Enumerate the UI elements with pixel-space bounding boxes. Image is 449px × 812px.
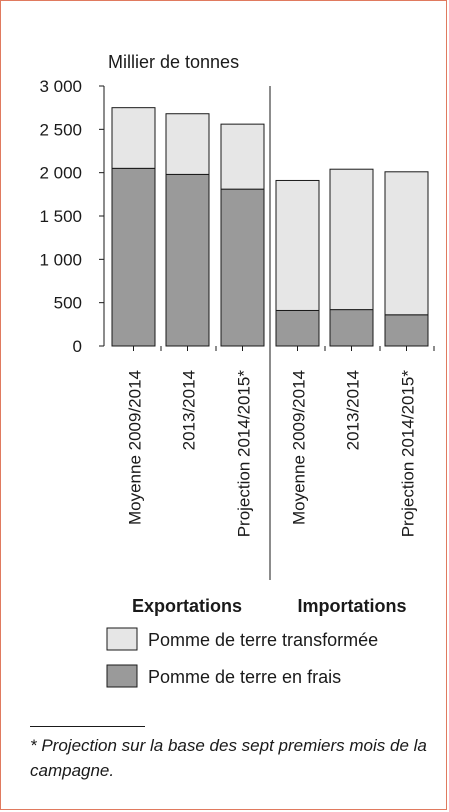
- legend-label: Pomme de terre transformée: [148, 630, 378, 650]
- y-tick-label: 1 500: [39, 207, 82, 226]
- legend-label: Pomme de terre en frais: [148, 667, 341, 687]
- footnote: * Projection sur la base des sept premie…: [30, 736, 427, 780]
- x-tick-labels: Moyenne 2009/2014 2013/2014 Projection 201…: [126, 346, 435, 537]
- y-tick-label: 2 500: [39, 120, 82, 139]
- legend-swatch: [106, 627, 138, 651]
- x-tick-label: Moyenne 2009/2014: [290, 370, 309, 525]
- y-tick-label: 0: [73, 337, 82, 356]
- x-tick-label: 2013/2014: [344, 370, 363, 450]
- y-tick-label: 3 000: [39, 77, 82, 96]
- x-tick-label: 2013/2014: [180, 370, 199, 450]
- group-labels: Exportations Importations: [132, 596, 407, 616]
- y-tick-label: 1 000: [39, 250, 82, 269]
- bar-segment-processed: [220, 123, 265, 190]
- bars: [111, 86, 429, 580]
- bar-segment-fresh: [220, 188, 265, 347]
- bar-segment-processed: [111, 107, 156, 169]
- bar-segment-processed: [384, 171, 429, 316]
- bar-segment-fresh: [329, 309, 374, 347]
- bar-segment-processed: [165, 113, 210, 175]
- bar-segment-fresh: [111, 167, 156, 347]
- bar-segment-processed: [329, 168, 374, 311]
- legend: Pomme de terre transformée Pomme de terre…: [106, 627, 378, 688]
- legend-swatch: [106, 664, 138, 688]
- footnote-rule: [30, 726, 145, 727]
- group-label: Importations: [297, 596, 406, 616]
- bar-segment-fresh: [165, 173, 210, 347]
- y-axis: 3 000 2 500 2 000 1 500 1 000 500 0: [39, 77, 105, 356]
- bar-segment-processed: [275, 179, 320, 311]
- x-tick-label: Projection 2014/2015*: [399, 370, 418, 538]
- group-label: Exportations: [132, 596, 242, 616]
- bar-segment-fresh: [275, 309, 320, 347]
- y-tick-label: 500: [54, 294, 82, 313]
- x-tick-label: Projection 2014/2015*: [235, 370, 254, 538]
- y-axis-label: Millier de tonnes: [108, 52, 239, 72]
- bar-segment-fresh: [384, 314, 429, 347]
- x-tick-label: Moyenne 2009/2014: [126, 370, 145, 525]
- y-tick-label: 2 000: [39, 164, 82, 183]
